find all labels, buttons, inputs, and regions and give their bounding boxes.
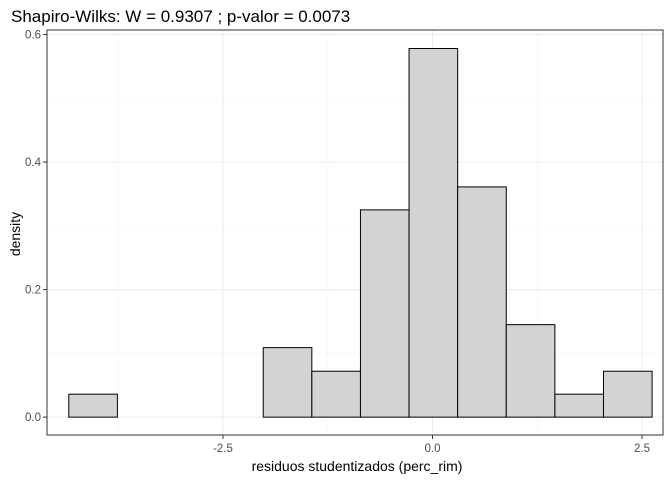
x-axis-title: residuos studentizados (perc_rim) <box>252 458 463 474</box>
histogram-bar-10 <box>505 324 556 418</box>
histogram-bar-7 <box>359 209 410 418</box>
histogram-bar-8 <box>408 47 459 418</box>
chart-title: Shapiro-Wilks: W = 0.9307 ; p-valor = 0.… <box>11 7 350 26</box>
histogram-bar-9 <box>457 186 507 418</box>
y-tick-label: 0.0 <box>25 412 41 424</box>
histogram-bar-12 <box>602 370 653 418</box>
x-tick-label: -2.5 <box>213 443 233 455</box>
histogram-bar-1 <box>68 393 118 418</box>
histogram-bar-11 <box>554 393 604 418</box>
y-tick-label: 0.4 <box>25 157 42 169</box>
y-axis-title: density <box>7 212 23 256</box>
x-axis: -2.5 0.0 2.5 <box>213 435 650 455</box>
histogram-bar-5 <box>262 347 313 418</box>
panel-border <box>46 29 664 436</box>
y-axis: 0.0 0.2 0.4 0.6 <box>25 29 47 424</box>
y-tick-label: 0.6 <box>25 29 41 41</box>
x-tick-label: 2.5 <box>634 443 650 455</box>
histogram-bar-6 <box>311 370 361 418</box>
x-tick-label: 0.0 <box>425 443 441 455</box>
histogram-bars <box>68 47 653 418</box>
y-tick-label: 0.2 <box>25 285 41 297</box>
